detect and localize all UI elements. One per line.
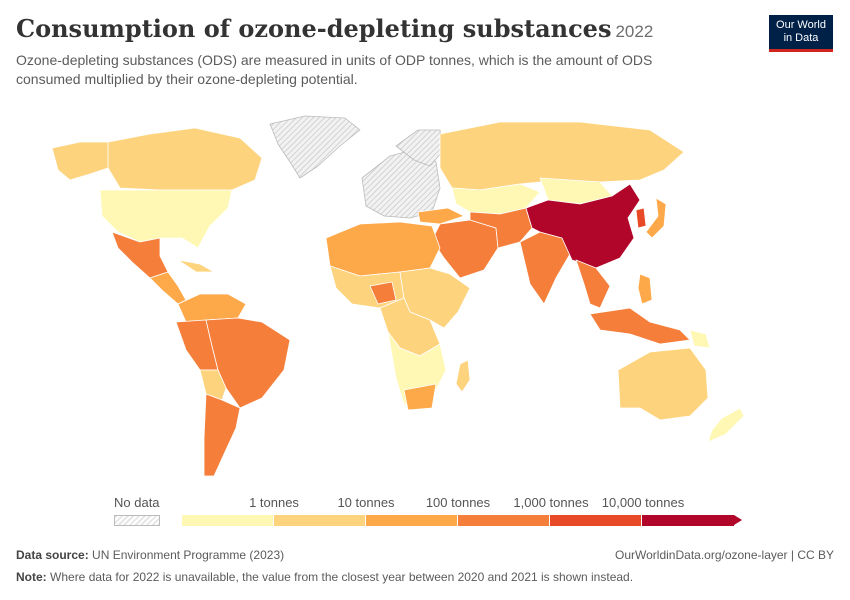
legend-color-bar (182, 515, 742, 526)
legend-no-data-label: No data (114, 495, 160, 510)
region-nigeria[interactable] (369, 281, 397, 305)
chart-title: Consumption of ozone-depleting substance… (16, 14, 654, 43)
legend-bin-2[interactable] (366, 515, 458, 526)
region-turkey[interactable] (417, 207, 465, 225)
legend-no-data-swatch[interactable] (114, 515, 160, 526)
region-north-africa[interactable] (325, 221, 441, 277)
region-japan[interactable] (645, 197, 667, 239)
region-greenland[interactable] (269, 115, 361, 179)
region-australia[interactable] (617, 347, 709, 421)
footnote: Note: Where data for 2022 is unavailable… (16, 570, 633, 584)
legend-bin-1[interactable] (274, 515, 366, 526)
owid-logo[interactable]: Our World in Data (769, 15, 833, 52)
region-caribbean[interactable] (177, 259, 215, 273)
chart-subtitle: Ozone-depleting substances (ODS) are mea… (16, 52, 653, 87)
legend-bin-5[interactable] (642, 515, 734, 526)
legend-label-10000: 10,000 tonnes (601, 495, 685, 510)
source-url[interactable]: OurWorldinData.org/ozone-layer | CC BY (615, 548, 834, 562)
legend-label-100: 100 tonnes (425, 495, 491, 510)
region-china[interactable] (525, 183, 641, 269)
logo-line-2: in Data (783, 32, 819, 44)
region-canada[interactable] (107, 127, 263, 191)
region-alaska[interactable] (51, 141, 111, 181)
logo-line-1: Our World (776, 19, 826, 31)
footnote-label: Note: (16, 570, 47, 584)
chart-year: 2022 (615, 22, 654, 41)
region-argentina[interactable] (203, 393, 241, 477)
data-source-text[interactable]: UN Environment Programme (2023) (92, 548, 285, 562)
region-indonesia[interactable] (589, 307, 691, 345)
legend-arrow-icon (734, 515, 742, 525)
region-usa[interactable] (99, 189, 233, 249)
region-korea[interactable] (635, 207, 647, 229)
region-madagascar[interactable] (455, 359, 471, 393)
legend-bin-4[interactable] (550, 515, 642, 526)
data-source: Data source: UN Environment Programme (2… (16, 548, 284, 562)
region-southeast-asia[interactable] (575, 259, 611, 309)
region-india[interactable] (519, 231, 571, 305)
region-philippines[interactable] (637, 273, 653, 305)
region-brazil[interactable] (205, 317, 291, 409)
region-south-africa[interactable] (403, 383, 437, 411)
data-source-label: Data source: (16, 548, 89, 562)
region-central-america[interactable] (149, 271, 187, 305)
legend-label-1: 1 tonnes (249, 495, 299, 510)
legend-label-1000: 1,000 tonnes (513, 495, 589, 510)
region-png[interactable] (689, 329, 711, 349)
legend-bin-3[interactable] (458, 515, 550, 526)
legend-bin-0[interactable] (182, 515, 274, 526)
legend-label-10: 10 tonnes (337, 495, 395, 510)
region-bolivia[interactable] (199, 369, 227, 401)
footnote-text: Where data for 2022 is unavailable, the … (50, 570, 634, 584)
map-legend: No data 1 tonnes 10 tonnes 100 tonnes 1,… (0, 495, 850, 535)
region-new-zealand[interactable] (707, 407, 745, 443)
region-middle-east[interactable] (431, 219, 499, 279)
world-map[interactable] (0, 108, 850, 493)
